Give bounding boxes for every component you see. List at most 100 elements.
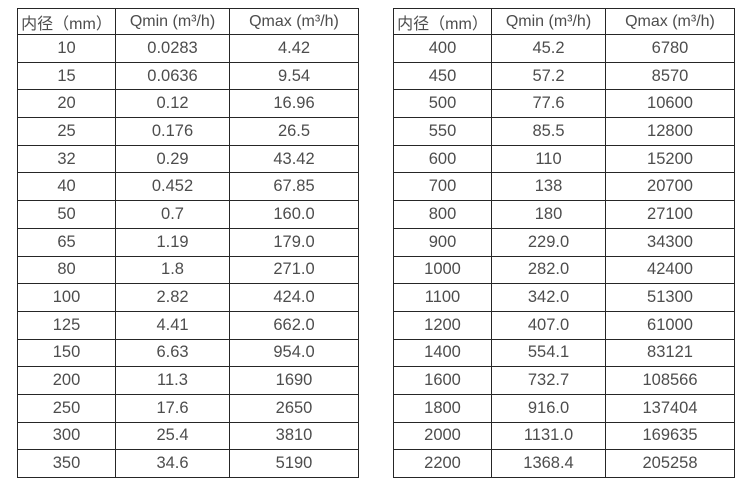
- table-cell: 160.0: [229, 200, 359, 229]
- table-cell: 6.63: [115, 338, 230, 368]
- table-cell: 5190: [229, 449, 359, 478]
- table-row: 700 138 20700: [393, 172, 735, 202]
- table-cell: 27100: [605, 200, 735, 229]
- table-row: 1600 732.7 108566: [393, 366, 735, 395]
- table-cell: 51300: [605, 283, 735, 312]
- table-cell: 12800: [605, 117, 735, 146]
- table-row: 350 34.6 5190: [17, 449, 359, 478]
- table-cell: 1.8: [115, 255, 230, 285]
- table-cell: 40: [17, 172, 116, 202]
- table-row: 65 1.19 179.0: [17, 227, 359, 257]
- table-row: 450 57.2 8570: [393, 61, 735, 91]
- table-cell: 2.82: [115, 283, 230, 312]
- table-cell: 342.0: [491, 283, 606, 312]
- table-cell: 1368.4: [491, 449, 606, 478]
- table-cell: 1400: [393, 338, 492, 368]
- table-cell: 550: [393, 117, 492, 146]
- col-header-diameter: 内径（mm）: [393, 8, 492, 35]
- table-cell: 700: [393, 172, 492, 202]
- table-row: 250 17.6 2650: [17, 393, 359, 423]
- table-cell: 61000: [605, 310, 735, 340]
- table-cell: 200: [17, 366, 116, 395]
- table-row: 2000 1131.0 169635: [393, 421, 735, 451]
- table-row: 100 2.82 424.0: [17, 283, 359, 312]
- table-cell: 16.96: [229, 89, 359, 119]
- table-cell: 250: [17, 393, 116, 423]
- table-row: 1000 282.0 42400: [393, 255, 735, 285]
- table-row: 800 180 27100: [393, 200, 735, 229]
- table-cell: 4.41: [115, 310, 230, 340]
- table-cell: 108566: [605, 366, 735, 395]
- table-cell: 2000: [393, 421, 492, 451]
- table-cell: 110: [491, 144, 606, 174]
- table-cell: 32: [17, 144, 116, 174]
- table-cell: 50: [17, 200, 116, 229]
- table-cell: 10: [17, 34, 116, 63]
- table-cell: 17.6: [115, 393, 230, 423]
- table-cell: 77.6: [491, 89, 606, 119]
- table-cell: 1131.0: [491, 421, 606, 451]
- table-head: 内径（mm） Qmin (m³/h) Qmax (m³/h): [393, 8, 735, 35]
- table-head: 内径（mm） Qmin (m³/h) Qmax (m³/h): [17, 8, 359, 35]
- table-cell: 1600: [393, 366, 492, 395]
- table-cell: 85.5: [491, 117, 606, 146]
- table-cell: 424.0: [229, 283, 359, 312]
- table-row: 25 0.176 26.5: [17, 117, 359, 146]
- table-row: 500 77.6 10600: [393, 89, 735, 119]
- table-cell: 1800: [393, 393, 492, 423]
- header-row: 内径（mm） Qmin (m³/h) Qmax (m³/h): [17, 8, 359, 35]
- col-header-qmax: Qmax (m³/h): [605, 8, 735, 35]
- table-cell: 179.0: [229, 227, 359, 257]
- table-cell: 34300: [605, 227, 735, 257]
- table-cell: 4.42: [229, 34, 359, 63]
- table-row: 150 6.63 954.0: [17, 338, 359, 368]
- table-cell: 10600: [605, 89, 735, 119]
- table-row: 400 45.2 6780: [393, 34, 735, 63]
- table-cell: 0.176: [115, 117, 230, 146]
- table-cell: 916.0: [491, 393, 606, 423]
- table-cell: 800: [393, 200, 492, 229]
- table-row: 1400 554.1 83121: [393, 338, 735, 368]
- table-cell: 34.6: [115, 449, 230, 478]
- table-cell: 0.452: [115, 172, 230, 202]
- table-cell: 8570: [605, 61, 735, 91]
- table-row: 1800 916.0 137404: [393, 393, 735, 423]
- table-cell: 25.4: [115, 421, 230, 451]
- table-row: 40 0.452 67.85: [17, 172, 359, 202]
- table-cell: 42400: [605, 255, 735, 285]
- table-cell: 26.5: [229, 117, 359, 146]
- table-cell: 2650: [229, 393, 359, 423]
- col-header-diameter: 内径（mm）: [17, 8, 116, 35]
- table-cell: 600: [393, 144, 492, 174]
- flow-table-large-diameters: 内径（mm） Qmin (m³/h) Qmax (m³/h) 400 45.2 67…: [393, 8, 735, 478]
- table-row: 10 0.0283 4.42: [17, 34, 359, 63]
- table-cell: 3810: [229, 421, 359, 451]
- table-cell: 20: [17, 89, 116, 119]
- table-cell: 732.7: [491, 366, 606, 395]
- table-cell: 9.54: [229, 61, 359, 91]
- table-cell: 150: [17, 338, 116, 368]
- table-cell: 138: [491, 172, 606, 202]
- table-cell: 100: [17, 283, 116, 312]
- table-cell: 0.29: [115, 144, 230, 174]
- table-cell: 15: [17, 61, 116, 91]
- table-cell: 205258: [605, 449, 735, 478]
- col-header-qmax: Qmax (m³/h): [229, 8, 359, 35]
- table-cell: 1000: [393, 255, 492, 285]
- col-header-qmin: Qmin (m³/h): [491, 8, 606, 35]
- table-cell: 500: [393, 89, 492, 119]
- table-cell: 662.0: [229, 310, 359, 340]
- table-cell: 83121: [605, 338, 735, 368]
- table-cell: 282.0: [491, 255, 606, 285]
- table-row: 2200 1368.4 205258: [393, 449, 735, 478]
- table-row: 300 25.4 3810: [17, 421, 359, 451]
- table-body: 10 0.0283 4.42 15 0.0636 9.54 20 0.12 16.96 25 0.1…: [17, 34, 359, 478]
- table-cell: 25: [17, 117, 116, 146]
- table-cell: 229.0: [491, 227, 606, 257]
- table-cell: 0.7: [115, 200, 230, 229]
- table-cell: 1100: [393, 283, 492, 312]
- table-row: 1100 342.0 51300: [393, 283, 735, 312]
- table-cell: 0.0283: [115, 34, 230, 63]
- table-cell: 2200: [393, 449, 492, 478]
- table-cell: 1.19: [115, 227, 230, 257]
